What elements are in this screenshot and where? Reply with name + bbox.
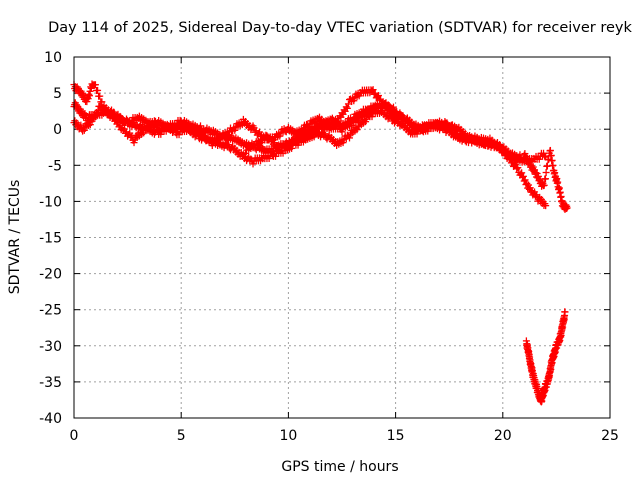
x-tick-label: 20 (494, 428, 512, 444)
y-tick-label: -25 (39, 303, 62, 319)
data-point (321, 130, 329, 138)
data-point (343, 104, 351, 112)
series-trace-e (520, 146, 571, 213)
data-point (563, 204, 571, 212)
data-point (309, 129, 317, 137)
data-point (362, 118, 370, 126)
data-point (514, 164, 522, 172)
y-tick-label: 5 (53, 86, 62, 102)
data-point (513, 165, 521, 173)
data-point (276, 132, 284, 140)
data-point (541, 152, 549, 160)
x-axis-label: GPS time / hours (281, 459, 398, 475)
data-point (327, 123, 335, 131)
y-tick-label: 10 (44, 50, 62, 66)
data-point (94, 86, 102, 94)
data-point (153, 126, 161, 134)
data-point (540, 181, 548, 189)
data-point (542, 202, 550, 210)
data-point (242, 149, 250, 157)
y-tick-labels: 10 5 0 -5 -10 -15 -20 -25 -30 -35 -40 (39, 50, 62, 427)
data-point (303, 134, 311, 142)
data-point (399, 112, 407, 120)
x-tick-label: 5 (177, 428, 186, 444)
data-point (361, 113, 369, 121)
x-tick-label: 15 (387, 428, 405, 444)
data-point (392, 108, 400, 116)
y-axis-label: SDTVAR / TECUs (7, 180, 23, 295)
data-point (96, 92, 104, 100)
plot-frame (73, 56, 611, 419)
data-point (93, 110, 101, 118)
data-point (298, 128, 306, 136)
data-point (339, 139, 347, 147)
data-point (561, 308, 569, 316)
data-point (369, 86, 377, 94)
data-point (350, 97, 358, 105)
data-points (70, 80, 571, 406)
data-point (98, 98, 106, 106)
data-point (224, 131, 232, 139)
y-tick-label: -10 (39, 194, 62, 210)
x-tick-label: 25 (601, 428, 619, 444)
data-point (258, 139, 266, 147)
data-point (91, 81, 99, 89)
data-point (346, 134, 354, 142)
data-point (231, 126, 239, 134)
data-point (545, 155, 553, 163)
y-tick-label: -35 (39, 375, 62, 391)
data-point (338, 128, 346, 136)
x-tick-label: 0 (70, 428, 79, 444)
data-point (224, 141, 232, 149)
data-point (521, 176, 529, 184)
x-tick-label: 10 (279, 428, 297, 444)
data-point (184, 123, 192, 131)
series-trace-d (242, 98, 400, 157)
data-point (512, 160, 520, 168)
y-tick-label: -5 (48, 158, 62, 174)
y-tick-label: -40 (39, 411, 62, 427)
y-tick-label: 0 (53, 122, 62, 138)
data-point (518, 169, 526, 177)
data-point (208, 142, 216, 150)
data-point (519, 172, 527, 180)
y-tick-label: -20 (39, 267, 62, 283)
data-point (374, 92, 382, 100)
series-outlier (522, 308, 569, 406)
data-point (542, 169, 550, 177)
data-point (80, 126, 88, 134)
data-point (391, 112, 399, 120)
data-point (130, 139, 138, 147)
data-point (354, 117, 362, 125)
y-tick-label: -15 (39, 231, 62, 247)
chart-title: Day 114 of 2025, Sidereal Day-to-day VTE… (48, 20, 632, 36)
data-point (130, 118, 138, 126)
y-tick-label: -30 (39, 339, 62, 355)
data-point (541, 175, 549, 183)
x-tick-labels: 0 5 10 15 20 25 (70, 428, 619, 444)
